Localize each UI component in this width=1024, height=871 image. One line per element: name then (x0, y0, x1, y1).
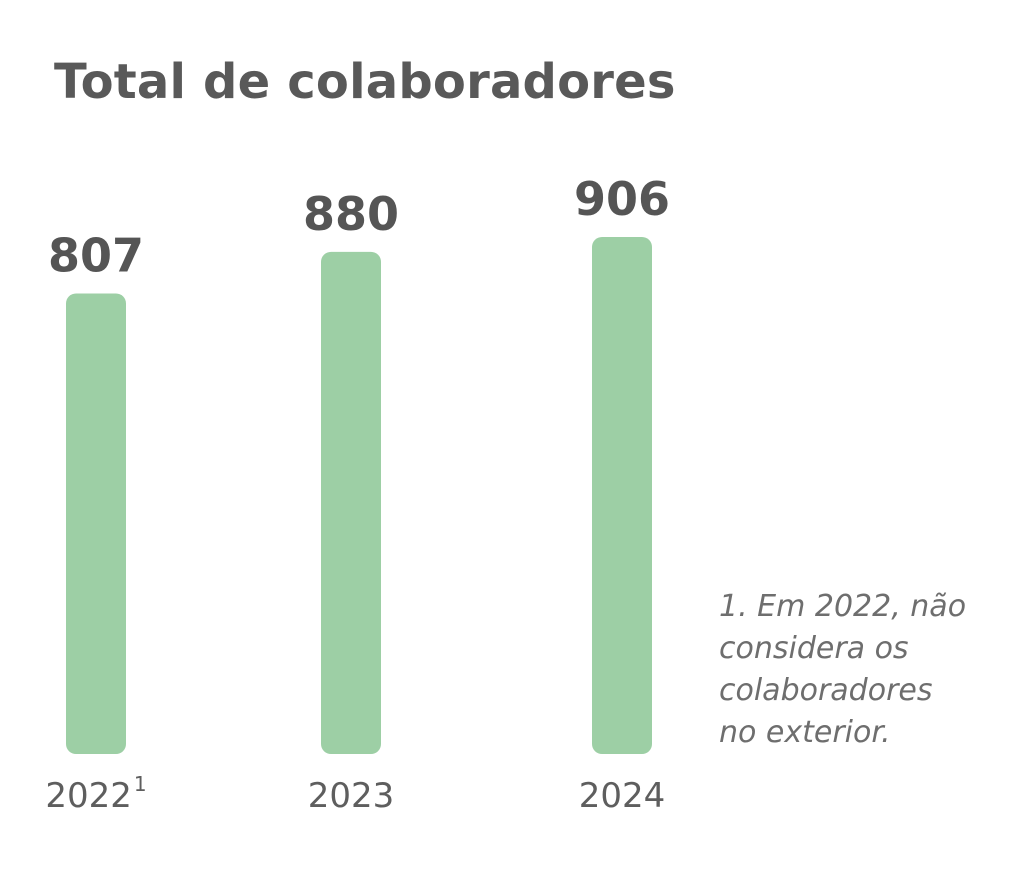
bar-2023 (321, 251, 381, 754)
value-label-2023: 880 (303, 187, 399, 241)
value-label-2024: 906 (574, 172, 670, 226)
footnote-marker: 1 (134, 772, 147, 796)
category-label-2023: 2023 (308, 776, 395, 816)
category-label-2024: 2024 (579, 776, 666, 816)
value-label-2022: 807 (48, 228, 144, 282)
category-label-2022: 2022 1 (45, 772, 146, 816)
chart-title: Total de colaboradores (54, 54, 676, 110)
footnote: 1. Em 2022, não considera os colaborador… (719, 589, 967, 750)
bar-2022 (66, 293, 126, 754)
bar-2024 (592, 237, 652, 754)
